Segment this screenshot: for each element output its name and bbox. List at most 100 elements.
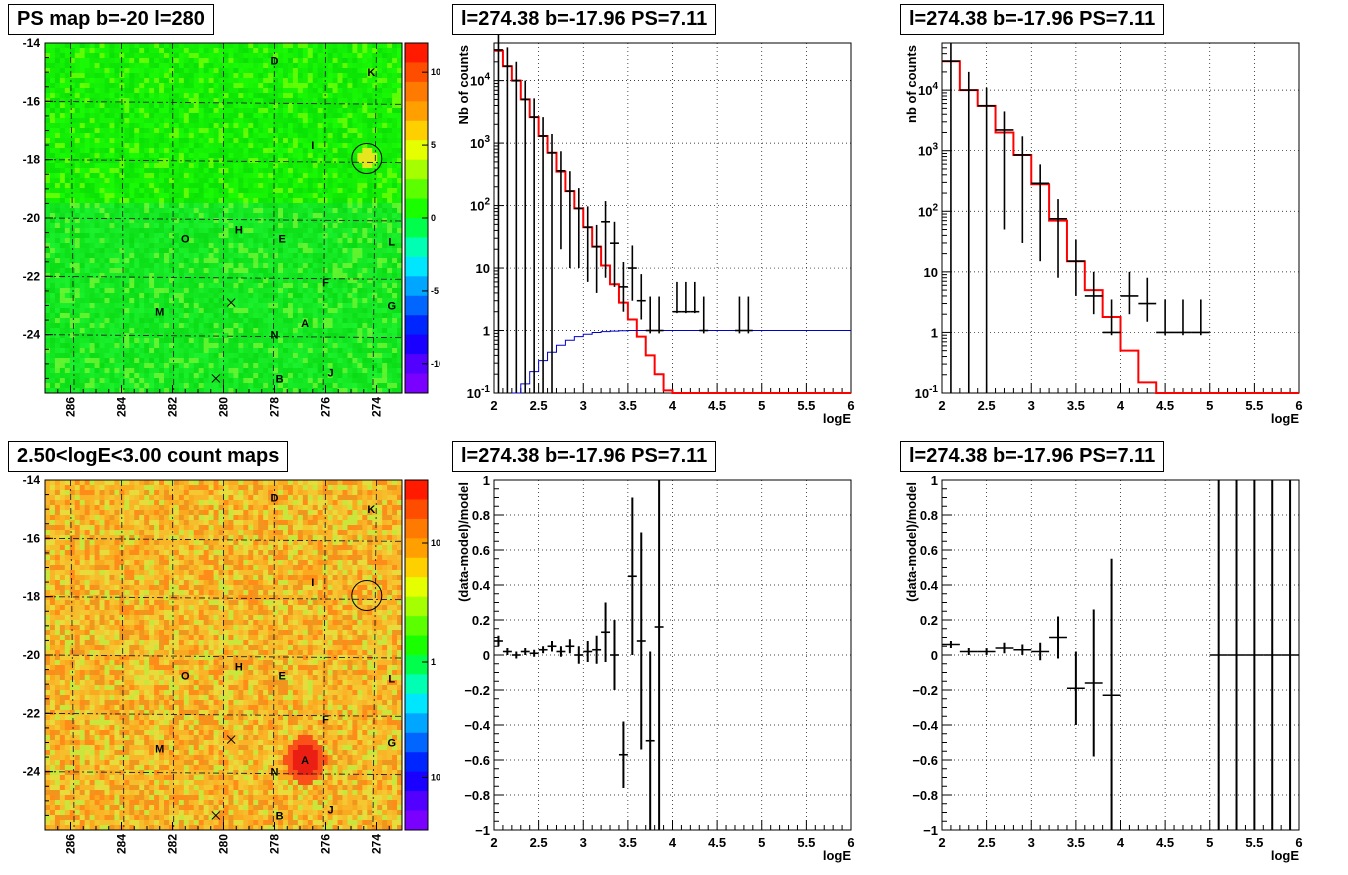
map-y-tick-label: -24 bbox=[23, 328, 41, 342]
y-tick-label: −0.2 bbox=[464, 683, 490, 698]
map-x-tick-label: 276 bbox=[319, 397, 333, 417]
source-label-B: B bbox=[276, 810, 284, 822]
colorbar-band bbox=[405, 732, 428, 753]
source-label-E: E bbox=[278, 670, 285, 682]
source-label-D: D bbox=[271, 56, 279, 68]
map-y-tick-label: -16 bbox=[23, 94, 41, 108]
residual-coarse-chart: 2 2.5 3 3.5 4 4.5 5 5.5 6 1 0.8 0.6 0.4 0.2 0 −0.2 −0.4 −… bbox=[904, 473, 1303, 863]
map-y-tick-label: -22 bbox=[23, 269, 41, 283]
y-tick-label: 0 bbox=[483, 648, 490, 663]
y-axis-label: nb of counts bbox=[904, 45, 919, 123]
map-grid bbox=[44, 479, 403, 831]
spectrum-fine-chart: 2 2.5 3 3.5 4 4.5 5 5.5 6 10-1 1 10 102 103 104 logE Nb … bbox=[456, 31, 855, 426]
selected-source-circle bbox=[351, 143, 383, 174]
map-x-tick-label: 278 bbox=[268, 397, 282, 417]
x-tick-label: 5 bbox=[758, 835, 765, 850]
grid bbox=[493, 43, 852, 394]
map-y-tick-label: -24 bbox=[23, 765, 41, 779]
x-tick-label: 5.5 bbox=[1245, 398, 1263, 413]
map-x-tick-label: 282 bbox=[166, 834, 180, 854]
source-label-O: O bbox=[181, 670, 190, 682]
map-x-tick-label: 280 bbox=[217, 834, 231, 854]
y-tick-label: −0.6 bbox=[464, 753, 490, 768]
map-x-tick-label: 274 bbox=[370, 397, 384, 417]
source-label-H: H bbox=[235, 662, 243, 674]
y-tick-label: 1 bbox=[931, 325, 938, 340]
x-tick-label: 6 bbox=[847, 398, 854, 413]
model-histogram bbox=[494, 49, 851, 394]
x-tick-label: 2.5 bbox=[530, 398, 548, 413]
colorbar-band bbox=[405, 616, 428, 637]
map-x-tick-label: 276 bbox=[319, 834, 333, 854]
source-label-A: A bbox=[301, 755, 309, 767]
colorbar-band bbox=[405, 315, 428, 336]
source-label-O: O bbox=[181, 233, 190, 245]
y-tick-label: 0.2 bbox=[472, 613, 490, 628]
x-tick-label: 5 bbox=[758, 398, 765, 413]
y-tick-label: 103 bbox=[918, 142, 938, 159]
x-tick-label: 5.5 bbox=[797, 835, 815, 850]
source-label-M: M bbox=[155, 743, 164, 755]
y-tick-label: 10 bbox=[924, 265, 938, 280]
y-tick-label: 102 bbox=[470, 197, 490, 214]
y-tick-label: 1 bbox=[483, 473, 490, 488]
source-label-L: L bbox=[388, 673, 395, 685]
map-x-tick-label: 278 bbox=[268, 834, 282, 854]
x-tick-label: 3 bbox=[1028, 398, 1035, 413]
colorbar-tick-label: -10 bbox=[431, 359, 440, 369]
source-label-I: I bbox=[311, 140, 314, 152]
source-label-F: F bbox=[322, 277, 329, 289]
colorbar-band bbox=[405, 237, 428, 258]
colorbar-band bbox=[405, 373, 428, 394]
spectrum-coarse-title: l=274.38 b=-17.96 PS=7.11 bbox=[900, 4, 1165, 35]
colorbar-band bbox=[405, 354, 428, 375]
y-tick-label: 10-1 bbox=[915, 384, 939, 401]
colorbar-band bbox=[405, 198, 428, 219]
source-label-I: I bbox=[311, 577, 314, 589]
source-label-L: L bbox=[388, 236, 395, 248]
y-tick-label: −0.8 bbox=[912, 788, 938, 803]
map-y-tick-label: -14 bbox=[23, 473, 41, 487]
colorbar-band bbox=[405, 791, 428, 812]
colorbar-band bbox=[405, 713, 428, 734]
colorbar-band bbox=[405, 655, 428, 675]
colorbar-band bbox=[405, 752, 428, 773]
x-tick-label: 4.5 bbox=[1156, 398, 1174, 413]
x-tick-label: 3.5 bbox=[619, 835, 637, 850]
x-tick-label: 2.5 bbox=[978, 398, 996, 413]
colorbar-band bbox=[405, 518, 428, 539]
colorbar-band bbox=[405, 81, 428, 102]
x-tick-label: 2 bbox=[490, 835, 497, 850]
ps-map-title: PS map b=-20 l=280 bbox=[8, 4, 214, 35]
x-tick-label: 3 bbox=[580, 398, 587, 413]
colorbar-frame bbox=[404, 479, 429, 831]
colorbar-band bbox=[405, 674, 428, 695]
colorbar-band bbox=[405, 596, 428, 617]
source-label-M: M bbox=[155, 306, 164, 318]
x-tick-label: 4.5 bbox=[708, 835, 726, 850]
y-tick-label: 104 bbox=[470, 72, 490, 89]
spectrum-fine-title: l=274.38 b=-17.96 PS=7.11 bbox=[452, 4, 717, 35]
source-label-J: J bbox=[328, 805, 334, 817]
map-y-tick-label: -16 bbox=[23, 531, 41, 545]
colorbar-tick-label: 10 bbox=[431, 67, 440, 77]
source-label-E: E bbox=[278, 233, 285, 245]
map-y-tick-label: -20 bbox=[23, 648, 41, 662]
colorbar-band bbox=[405, 218, 428, 238]
source-cross bbox=[211, 811, 221, 820]
x-tick-label: 6 bbox=[1295, 398, 1302, 413]
y-tick-label: 0 bbox=[931, 648, 938, 663]
colorbar-tick-label: 5 bbox=[431, 140, 436, 150]
source-label-F: F bbox=[322, 714, 329, 726]
colorbar-band bbox=[405, 635, 428, 656]
map-y-tick-label: -18 bbox=[23, 590, 41, 604]
y-tick-label: 10-1 bbox=[467, 384, 491, 401]
map-y-tick-label: -22 bbox=[23, 706, 41, 720]
y-axis-label: Nb of counts bbox=[456, 45, 471, 124]
x-axis-label: logE bbox=[1271, 411, 1299, 426]
count-map-chart: 286 284 282 280 278 276 274 -14 -16 -18 -20 -22 -24 1… bbox=[23, 473, 440, 854]
y-axis-label: (data-model)/model bbox=[904, 482, 919, 602]
y-tick-label: 0.4 bbox=[920, 578, 939, 593]
colorbar-band bbox=[405, 693, 428, 714]
x-tick-label: 3 bbox=[1028, 835, 1035, 850]
